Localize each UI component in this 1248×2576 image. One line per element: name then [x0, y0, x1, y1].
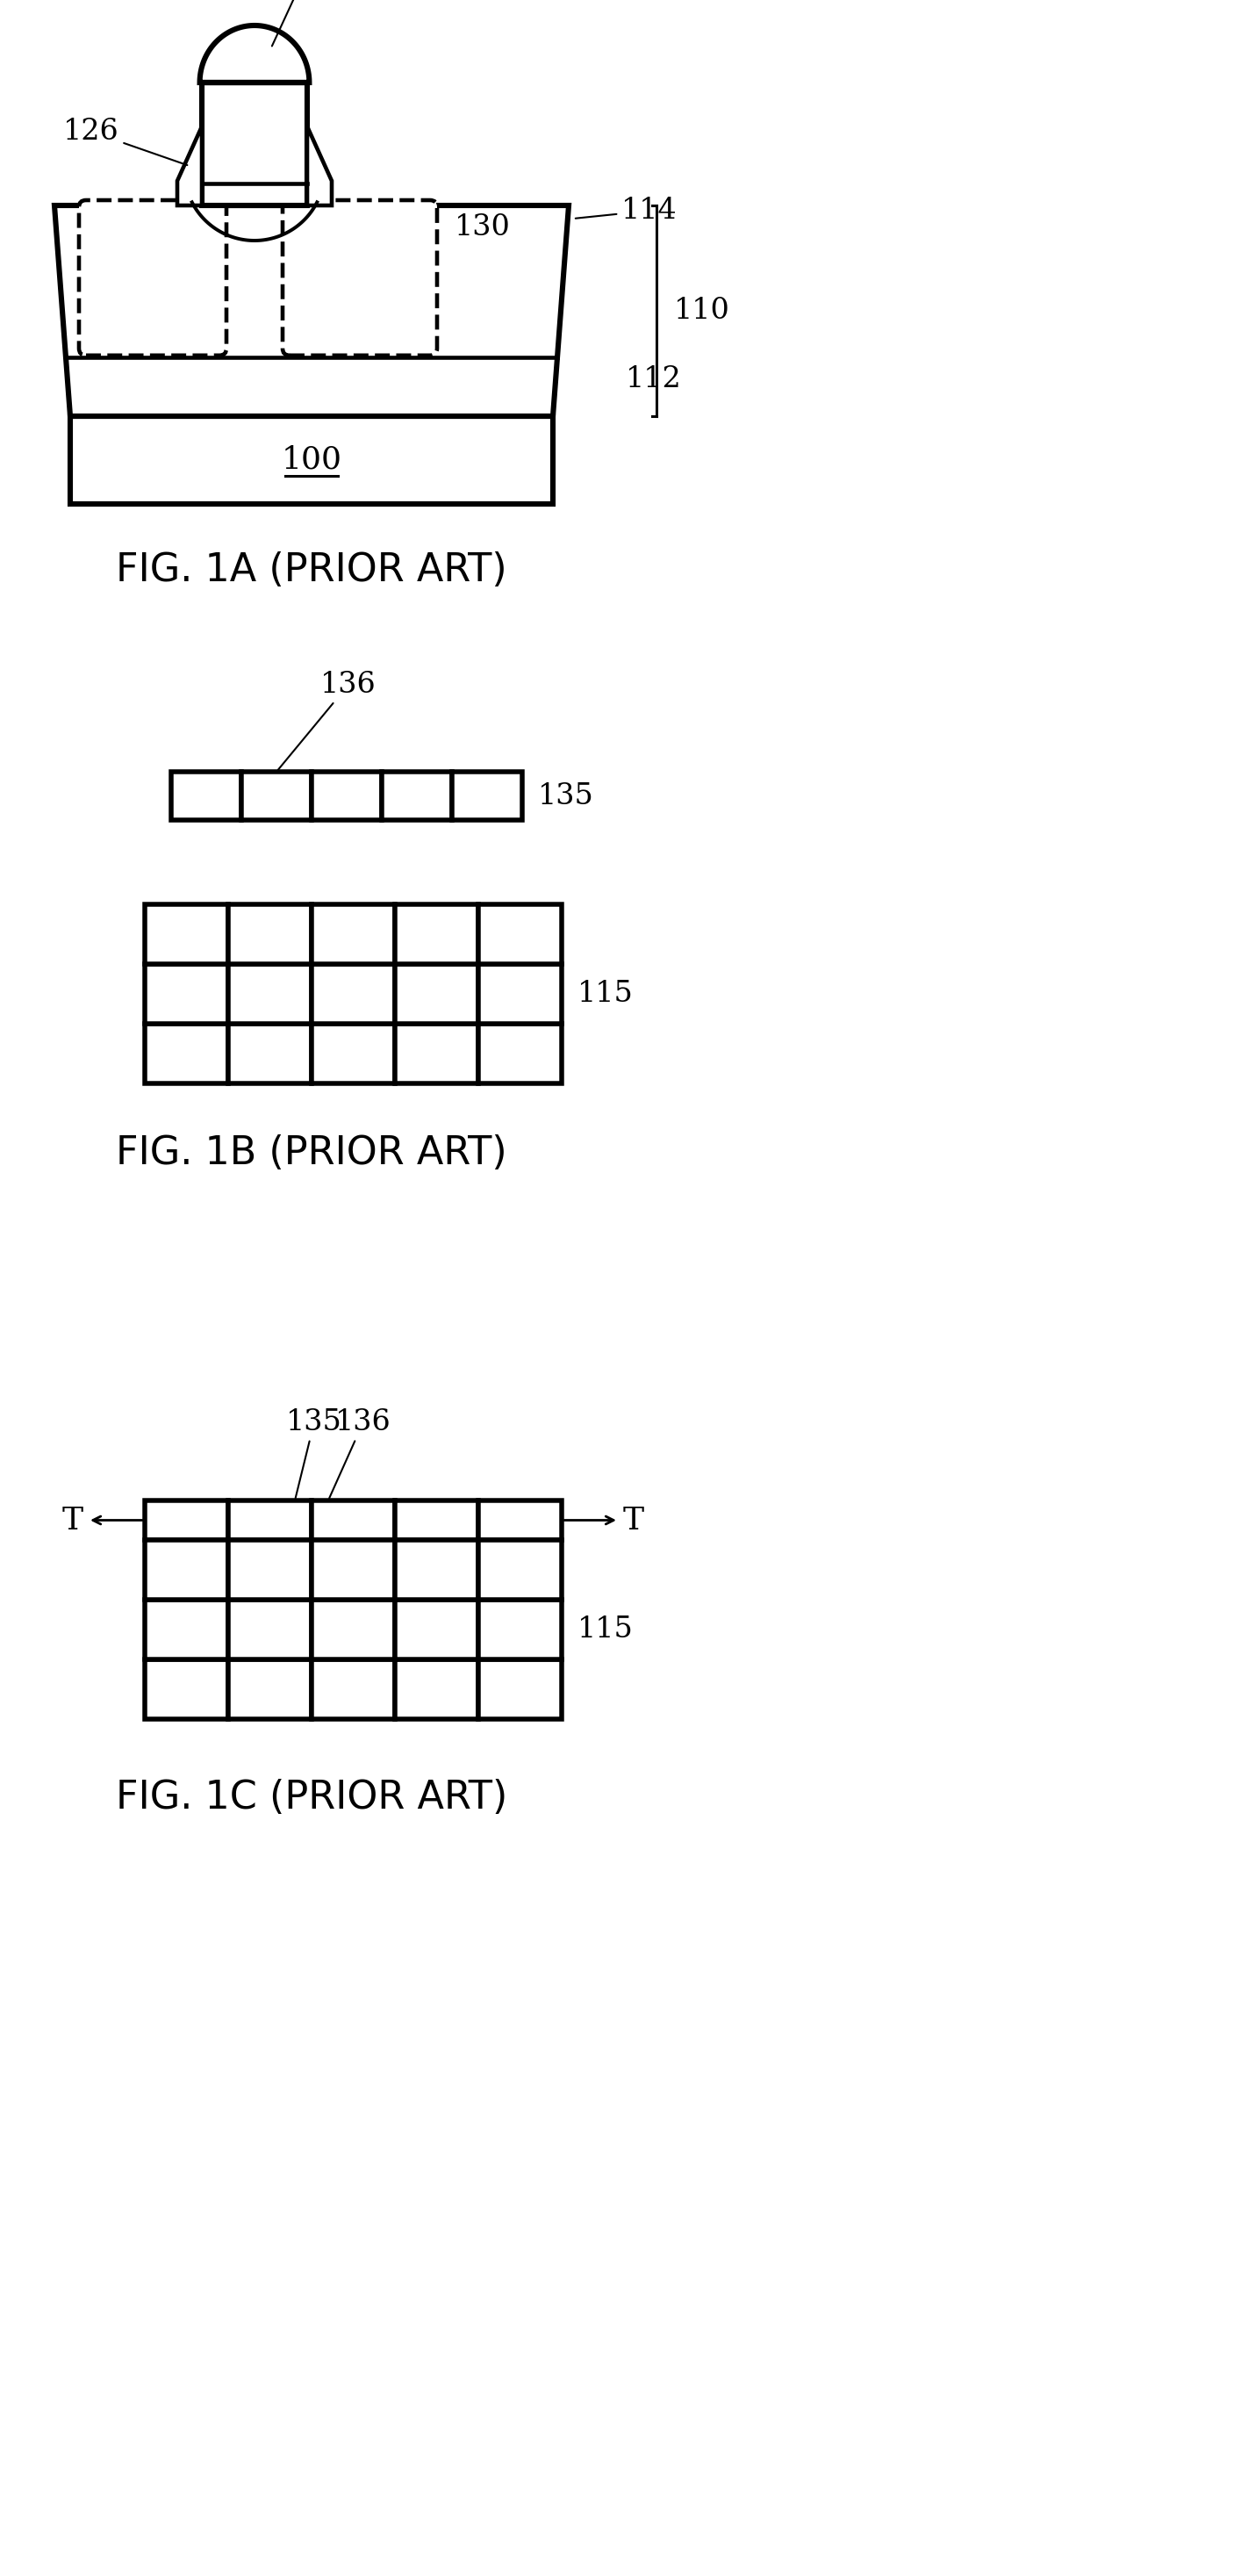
Polygon shape — [55, 206, 569, 417]
FancyBboxPatch shape — [79, 201, 226, 355]
Text: 112: 112 — [625, 366, 681, 394]
Bar — [145, 1499, 228, 1540]
Bar — [228, 1659, 312, 1718]
Bar — [202, 82, 307, 206]
Text: 142: 142 — [272, 0, 346, 46]
Bar — [478, 1499, 562, 1540]
Text: T: T — [62, 1504, 84, 1535]
Text: T: T — [623, 1504, 644, 1535]
Text: 136: 136 — [329, 1409, 391, 1499]
Bar — [145, 1023, 228, 1084]
Text: FIG. 1C (PRIOR ART): FIG. 1C (PRIOR ART) — [116, 1780, 508, 1816]
Bar — [171, 773, 241, 819]
Bar — [145, 1600, 228, 1659]
Text: 100: 100 — [281, 446, 342, 474]
Bar — [478, 1540, 562, 1600]
Text: 114: 114 — [575, 196, 678, 224]
Polygon shape — [200, 26, 310, 82]
Text: 136: 136 — [278, 670, 377, 770]
Text: 110: 110 — [674, 296, 730, 325]
Bar — [312, 1659, 394, 1718]
Bar — [312, 904, 394, 963]
Text: 135: 135 — [286, 1409, 342, 1499]
Bar — [478, 904, 562, 963]
Bar — [228, 904, 312, 963]
Bar — [312, 773, 382, 819]
Bar — [312, 1023, 394, 1084]
Bar — [478, 1600, 562, 1659]
Polygon shape — [177, 126, 202, 206]
Bar — [145, 963, 228, 1023]
Bar — [394, 1600, 478, 1659]
Bar — [241, 773, 312, 819]
FancyBboxPatch shape — [282, 201, 437, 355]
Bar — [312, 1600, 394, 1659]
Bar — [478, 1023, 562, 1084]
Bar — [478, 963, 562, 1023]
Text: 135: 135 — [538, 783, 594, 809]
Text: 126: 126 — [64, 118, 187, 165]
Bar — [145, 1659, 228, 1718]
Bar — [228, 963, 312, 1023]
Bar — [394, 1023, 478, 1084]
Bar — [394, 1659, 478, 1718]
Bar — [228, 1600, 312, 1659]
Bar — [228, 1499, 312, 1540]
Bar — [70, 417, 553, 505]
Text: 115: 115 — [578, 979, 634, 1007]
Bar — [228, 1540, 312, 1600]
Bar — [394, 1499, 478, 1540]
Bar — [452, 773, 522, 819]
Text: 130: 130 — [454, 214, 510, 242]
Bar — [394, 963, 478, 1023]
Text: FIG. 1A (PRIOR ART): FIG. 1A (PRIOR ART) — [116, 551, 507, 590]
Text: 115: 115 — [578, 1615, 634, 1643]
Bar — [478, 1659, 562, 1718]
Bar — [228, 1023, 312, 1084]
Text: FIG. 1B (PRIOR ART): FIG. 1B (PRIOR ART) — [116, 1136, 507, 1172]
Polygon shape — [307, 126, 332, 206]
Bar — [394, 1540, 478, 1600]
Bar — [394, 904, 478, 963]
Bar — [312, 1540, 394, 1600]
Bar — [382, 773, 452, 819]
Bar — [145, 1540, 228, 1600]
Bar — [312, 963, 394, 1023]
Bar — [145, 904, 228, 963]
Bar — [312, 1499, 394, 1540]
